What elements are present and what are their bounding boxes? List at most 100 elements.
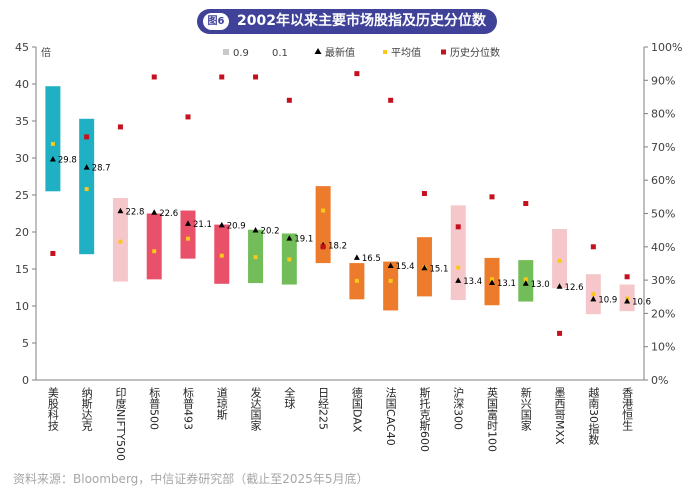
mean-marker — [388, 278, 393, 283]
latest-marker — [522, 280, 529, 286]
latest-marker — [117, 207, 124, 214]
y-tick-label: 15 — [15, 263, 29, 276]
x-category-label: 纳斯达克 — [80, 387, 93, 431]
source-note: 资料来源：Bloomberg，中信证券研究部（截止至2025年5月底） — [13, 472, 369, 486]
latest-marker — [252, 227, 259, 233]
y2-tick-label: 80% — [651, 108, 675, 121]
x-category-label: 斯托克斯600 — [418, 387, 431, 452]
latest-marker — [556, 283, 563, 289]
y2-tick-label: 30% — [651, 274, 675, 287]
percentile-marker — [489, 194, 495, 200]
y-tick-label: 0 — [22, 374, 29, 387]
latest-value-label: 13.0 — [531, 280, 550, 290]
y2-tick-label: 100% — [651, 41, 682, 54]
legend-label-latest: 最新值 — [325, 46, 355, 59]
latest-marker — [286, 235, 293, 241]
legend-label-percentile: 历史分位数 — [450, 46, 500, 59]
legend-marker-latest — [314, 48, 322, 54]
latest-value-label: 15.4 — [396, 262, 415, 272]
mean-marker — [84, 187, 89, 192]
percentile-marker — [117, 124, 123, 130]
percentile-marker — [253, 74, 259, 80]
y2-tick-label: 60% — [651, 174, 675, 187]
percentile-marker — [557, 330, 563, 336]
range-bar — [552, 229, 568, 289]
percentile-marker — [523, 201, 529, 207]
mean-marker — [490, 277, 494, 282]
latest-value-label: 15.1 — [429, 264, 448, 274]
x-category-label: 美股科技 — [46, 387, 59, 432]
mean-marker — [354, 278, 359, 283]
latest-marker — [353, 254, 360, 260]
mean-marker — [287, 257, 292, 262]
latest-marker — [185, 220, 191, 226]
mean-marker — [118, 239, 123, 244]
percentile-marker — [590, 244, 596, 250]
x-category-label: 印度NIFTY500 — [114, 387, 127, 461]
mean-marker — [591, 292, 596, 297]
mean-marker — [152, 249, 157, 254]
legend-label-q90: 0.9 — [233, 48, 249, 59]
x-category-label: 新兴国家 — [519, 386, 532, 431]
latest-value-label: 20.9 — [227, 221, 246, 231]
latest-value-label: 13.1 — [497, 279, 516, 289]
x-category-label: 标普493 — [182, 386, 195, 430]
y2-tick-label: 20% — [651, 307, 675, 320]
percentile-marker — [50, 250, 56, 256]
mean-marker — [50, 141, 55, 146]
latest-marker — [218, 221, 225, 228]
range-bar — [315, 186, 331, 264]
percentile-marker — [286, 97, 292, 103]
percentile-marker — [320, 244, 326, 250]
percentile-marker — [354, 71, 360, 77]
latest-value-label: 16.5 — [362, 254, 381, 264]
y-axis-unit-label: 倍 — [41, 46, 51, 59]
range-bar — [146, 213, 162, 280]
latest-marker — [387, 262, 394, 269]
latest-value-label: 28.7 — [92, 164, 111, 174]
y2-tick-label: 70% — [651, 141, 675, 154]
y2-tick-label: 10% — [651, 341, 675, 354]
latest-value-label: 29.8 — [58, 155, 77, 165]
x-category-label: 英国富时100 — [486, 386, 499, 452]
range-bar — [45, 86, 61, 192]
x-category-label: 道琼斯 — [215, 386, 228, 421]
latest-value-label: 13.4 — [463, 277, 482, 287]
latest-value-label: 21.1 — [193, 220, 212, 230]
y2-tick-label: 0% — [651, 374, 668, 387]
percentile-marker — [84, 134, 90, 140]
y-tick-label: 10 — [15, 300, 29, 313]
latest-value-label: 10.6 — [632, 298, 651, 308]
mean-marker — [253, 255, 258, 260]
latest-value-label: 20.2 — [261, 227, 280, 237]
latest-marker — [151, 209, 158, 215]
y-tick-label: 20 — [15, 226, 29, 239]
y2-tick-label: 90% — [651, 74, 675, 87]
percentile-marker — [388, 97, 394, 103]
legend-label-q10: 0.1 — [272, 48, 288, 59]
x-category-label: 日经225 — [317, 387, 330, 430]
percentile-marker — [185, 114, 191, 120]
x-category-label: 越南30指数 — [587, 386, 600, 446]
percentile-marker — [624, 274, 630, 280]
legend-marker-mean — [383, 50, 387, 54]
latest-value-label: 18.2 — [328, 241, 347, 251]
figure-number-badge: 图6 — [203, 13, 229, 30]
legend-marker-q90 — [223, 49, 229, 55]
latest-value-label: 10.9 — [598, 295, 617, 305]
latest-marker — [489, 279, 495, 286]
legend-label-mean: 平均值 — [391, 46, 421, 59]
y2-tick-label: 40% — [651, 241, 675, 254]
percentile-marker — [421, 191, 427, 197]
y-tick-label: 25 — [15, 189, 29, 202]
latest-value-label: 22.8 — [125, 207, 144, 217]
x-category-label: 香港恒生 — [621, 387, 634, 431]
range-bar — [383, 261, 399, 311]
latest-marker — [455, 277, 462, 283]
y-tick-label: 30 — [15, 152, 29, 165]
latest-marker — [624, 298, 631, 304]
range-bar — [79, 118, 95, 255]
y2-tick-label: 50% — [651, 208, 675, 221]
mean-marker — [321, 208, 326, 213]
latest-value-label: 22.6 — [159, 209, 178, 219]
